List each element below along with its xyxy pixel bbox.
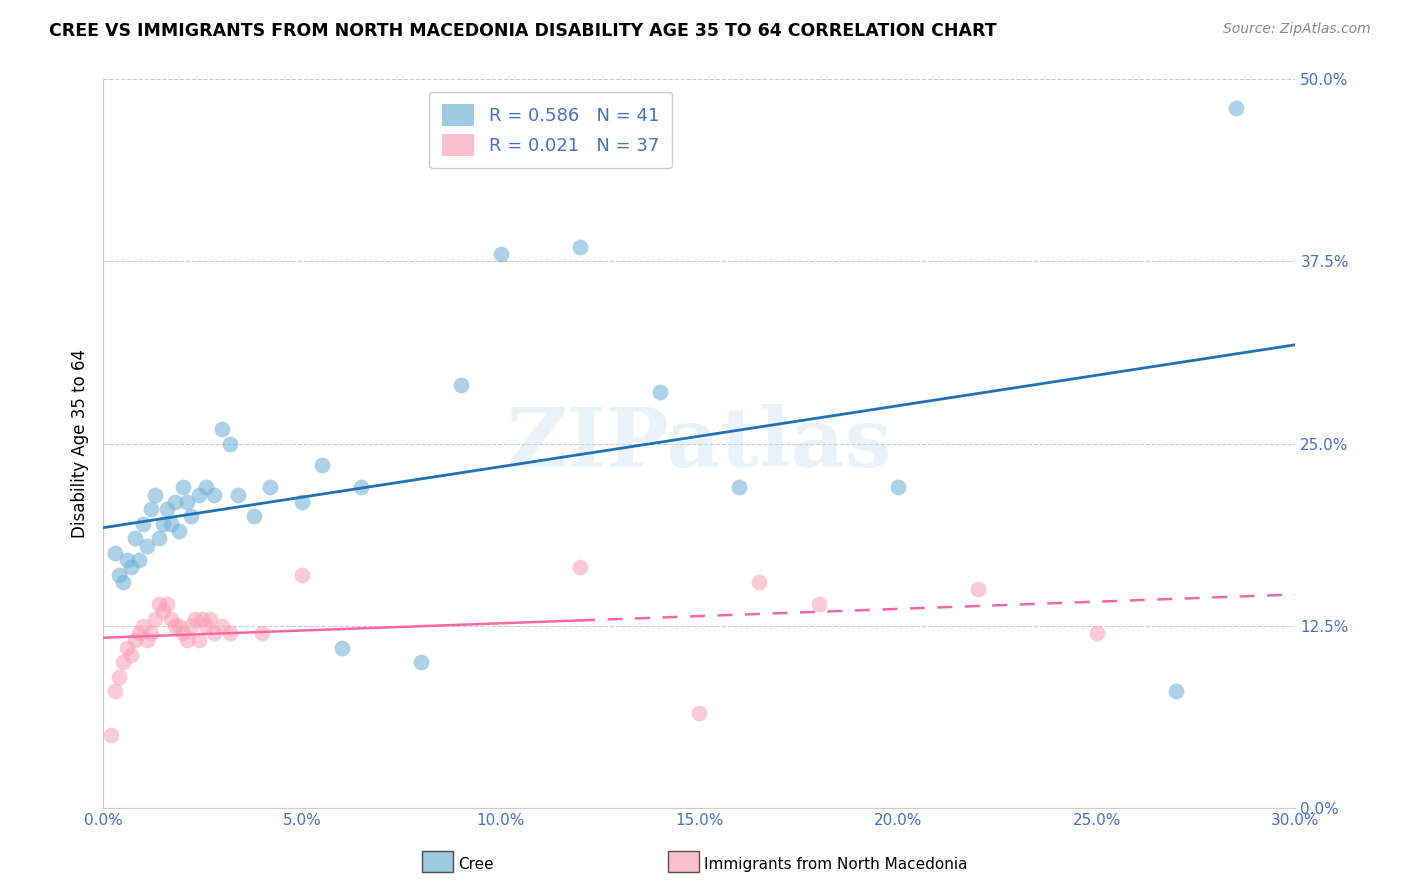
Point (489, 247, 512, 261)
Point (148, 597, 170, 611)
Point (191, 611, 214, 625)
Point (350, 480, 373, 494)
Point (202, 626, 225, 640)
Text: CREE VS IMMIGRANTS FROM NORTH MACEDONIA DISABILITY AGE 35 TO 64 CORRELATION CHAR: CREE VS IMMIGRANTS FROM NORTH MACEDONIA … (49, 22, 997, 40)
Point (187, 633, 209, 648)
Point (135, 539, 157, 553)
Point (183, 611, 205, 625)
Point (330, 640, 353, 655)
Legend: R = 0.586   N = 41, R = 0.021   N = 37: R = 0.586 N = 41, R = 0.021 N = 37 (429, 92, 672, 169)
Point (152, 516, 174, 531)
Point (200, 611, 222, 625)
Point (124, 633, 146, 648)
Point (104, 546, 127, 560)
Point (1085, 626, 1108, 640)
Text: Source: ZipAtlas.com: Source: ZipAtlas.com (1223, 22, 1371, 37)
Point (143, 611, 166, 625)
Point (143, 487, 166, 501)
Point (688, 706, 710, 721)
Point (159, 516, 181, 531)
Text: ZIPatlas: ZIPatlas (506, 403, 891, 483)
Point (152, 604, 174, 618)
Point (291, 495, 314, 509)
Point (167, 524, 190, 538)
Point (159, 611, 181, 625)
Point (243, 509, 266, 524)
Point (202, 487, 225, 501)
Point (132, 516, 155, 531)
Point (108, 670, 131, 684)
Point (728, 480, 751, 494)
Point (120, 560, 142, 574)
Point (409, 655, 432, 669)
Point (887, 480, 910, 494)
Y-axis label: Disability Age 35 to 64: Disability Age 35 to 64 (72, 349, 89, 538)
Point (163, 619, 186, 633)
Point (259, 480, 281, 494)
Point (291, 567, 314, 582)
Point (250, 626, 273, 640)
Point (1166, 684, 1188, 698)
Point (172, 480, 194, 494)
Point (219, 626, 242, 640)
Point (187, 487, 209, 501)
Point (148, 531, 170, 545)
Point (115, 640, 138, 655)
Point (195, 480, 218, 494)
Point (108, 567, 131, 582)
Text: Cree: Cree (458, 857, 494, 871)
Point (139, 626, 162, 640)
Point (132, 619, 155, 633)
Point (1225, 101, 1247, 115)
Point (311, 458, 333, 473)
Point (180, 509, 202, 524)
Point (176, 633, 198, 648)
Point (111, 575, 134, 590)
Point (111, 655, 134, 669)
Point (450, 378, 472, 392)
Point (100, 728, 122, 742)
Point (167, 619, 190, 633)
Point (124, 531, 146, 545)
Point (211, 619, 233, 633)
Point (128, 553, 150, 567)
Point (180, 619, 202, 633)
Point (135, 633, 157, 648)
Point (569, 240, 592, 254)
Point (120, 648, 142, 662)
Point (172, 626, 194, 640)
Point (195, 619, 218, 633)
Point (807, 597, 830, 611)
Text: Immigrants from North Macedonia: Immigrants from North Macedonia (704, 857, 967, 871)
Point (163, 495, 186, 509)
Point (569, 560, 592, 574)
Point (966, 582, 988, 597)
Point (115, 553, 138, 567)
Point (226, 487, 249, 501)
Point (648, 385, 671, 400)
Point (156, 502, 179, 516)
Point (104, 684, 127, 698)
Point (748, 575, 770, 590)
Point (219, 436, 242, 450)
Point (176, 495, 198, 509)
Point (128, 626, 150, 640)
Point (139, 502, 162, 516)
Point (211, 422, 233, 436)
Point (156, 597, 179, 611)
